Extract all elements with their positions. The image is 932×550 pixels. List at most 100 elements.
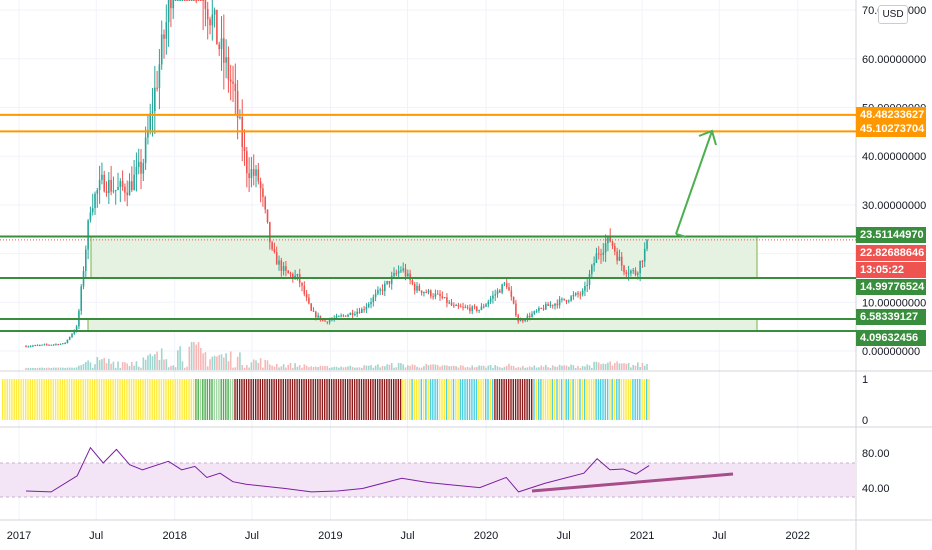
color-bar	[422, 379, 425, 420]
volume-bar	[29, 367, 32, 370]
volume-bar	[239, 352, 241, 370]
volume-bar	[634, 365, 637, 370]
candle-body	[370, 302, 372, 305]
volume-bar	[220, 354, 223, 370]
candle-body	[75, 326, 78, 332]
volume-bar	[117, 361, 119, 370]
price-tick-label: 30.00000000	[862, 200, 926, 212]
color-bar	[75, 379, 77, 420]
candle-body	[232, 81, 234, 84]
price-level-tag[interactable]: 23.51144970	[856, 227, 926, 243]
candle-body	[229, 79, 232, 82]
color-bar	[358, 379, 360, 420]
time-tick-label: Jul	[89, 530, 103, 542]
color-bar	[282, 379, 284, 420]
volume-bar	[232, 367, 234, 370]
color-bar	[77, 379, 80, 420]
color-bar	[241, 379, 243, 420]
color-bar	[409, 379, 411, 420]
volume-bar	[432, 364, 434, 370]
candle-body	[390, 276, 393, 284]
volume-bar	[101, 359, 103, 370]
candle-body	[308, 297, 310, 304]
volume-bar	[455, 366, 457, 370]
candle-body	[177, 0, 179, 1]
color-bar	[137, 379, 140, 420]
color-bar	[445, 379, 448, 420]
price-level-tag[interactable]: 48.48233627	[856, 107, 926, 123]
candle-body	[471, 306, 474, 312]
currency-button[interactable]: USD	[878, 5, 908, 24]
volume-bar	[317, 366, 319, 370]
candle-body	[356, 311, 359, 315]
color-bar	[48, 379, 50, 420]
candle-body	[593, 262, 595, 266]
volume-bar	[48, 367, 50, 370]
volume-bar	[308, 367, 310, 370]
volume-bar	[128, 366, 131, 370]
candle-body	[34, 345, 37, 347]
candle-body	[455, 305, 457, 307]
candle-body	[103, 174, 106, 192]
color-bar	[563, 379, 565, 420]
volume-bar	[487, 365, 490, 370]
candle-body	[402, 268, 405, 271]
volume-bar	[418, 367, 421, 370]
volume-bar	[126, 363, 129, 370]
volume-bar	[89, 362, 92, 370]
color-bar	[57, 379, 59, 420]
volume-bar	[172, 365, 175, 370]
horizontal-levels[interactable]	[0, 113, 856, 333]
color-bar	[429, 379, 432, 420]
candle-body	[568, 300, 570, 302]
candle-body	[503, 283, 506, 285]
color-bar	[521, 379, 524, 420]
color-bar	[475, 379, 478, 420]
price-level-tag[interactable]: 13:05:22	[856, 262, 926, 278]
price-level-tag[interactable]: 14.99776524	[856, 279, 926, 295]
volume-bar	[367, 365, 370, 370]
color-bar	[519, 379, 521, 420]
color-bar	[494, 379, 496, 420]
color-bar	[144, 379, 146, 420]
color-bar	[581, 379, 583, 420]
volume-bar	[340, 366, 342, 370]
volume-bar	[119, 367, 122, 370]
color-bar	[229, 379, 232, 420]
candle-body	[404, 268, 407, 277]
candle-body	[413, 283, 416, 291]
volume-bar	[73, 367, 76, 370]
color-bar	[333, 379, 335, 420]
candle-body	[478, 309, 480, 311]
candle-body	[250, 169, 253, 179]
price-level-tag[interactable]: 22.82688646	[856, 245, 926, 261]
price-level-tag[interactable]: 45.10273704	[856, 121, 926, 137]
color-bar	[388, 379, 390, 420]
volume-bar	[188, 346, 191, 370]
volume-bar	[103, 357, 106, 370]
volume-bar	[388, 364, 391, 370]
volume-bar	[36, 367, 39, 370]
candle-body	[181, 0, 184, 1]
candle-body	[361, 309, 363, 313]
candle-body	[59, 343, 62, 345]
volume-bar	[395, 367, 398, 370]
rsi-trendline	[531, 472, 734, 493]
price-level-tag[interactable]: 4.09632456	[856, 330, 926, 346]
candle-body	[52, 344, 55, 346]
price-level-tag[interactable]: 6.58339127	[856, 309, 926, 325]
volume-bar	[646, 363, 648, 370]
candle-body	[588, 273, 591, 285]
candle-body	[160, 34, 163, 65]
candle-body	[609, 235, 612, 242]
color-bar	[383, 379, 386, 420]
color-bar	[390, 379, 393, 420]
color-bar	[439, 379, 441, 420]
volume-bar	[57, 367, 60, 370]
volume-bar	[384, 366, 386, 370]
candle-body	[561, 298, 563, 300]
color-bar	[450, 379, 452, 420]
color-bar	[307, 379, 310, 420]
candle-body	[591, 265, 593, 274]
